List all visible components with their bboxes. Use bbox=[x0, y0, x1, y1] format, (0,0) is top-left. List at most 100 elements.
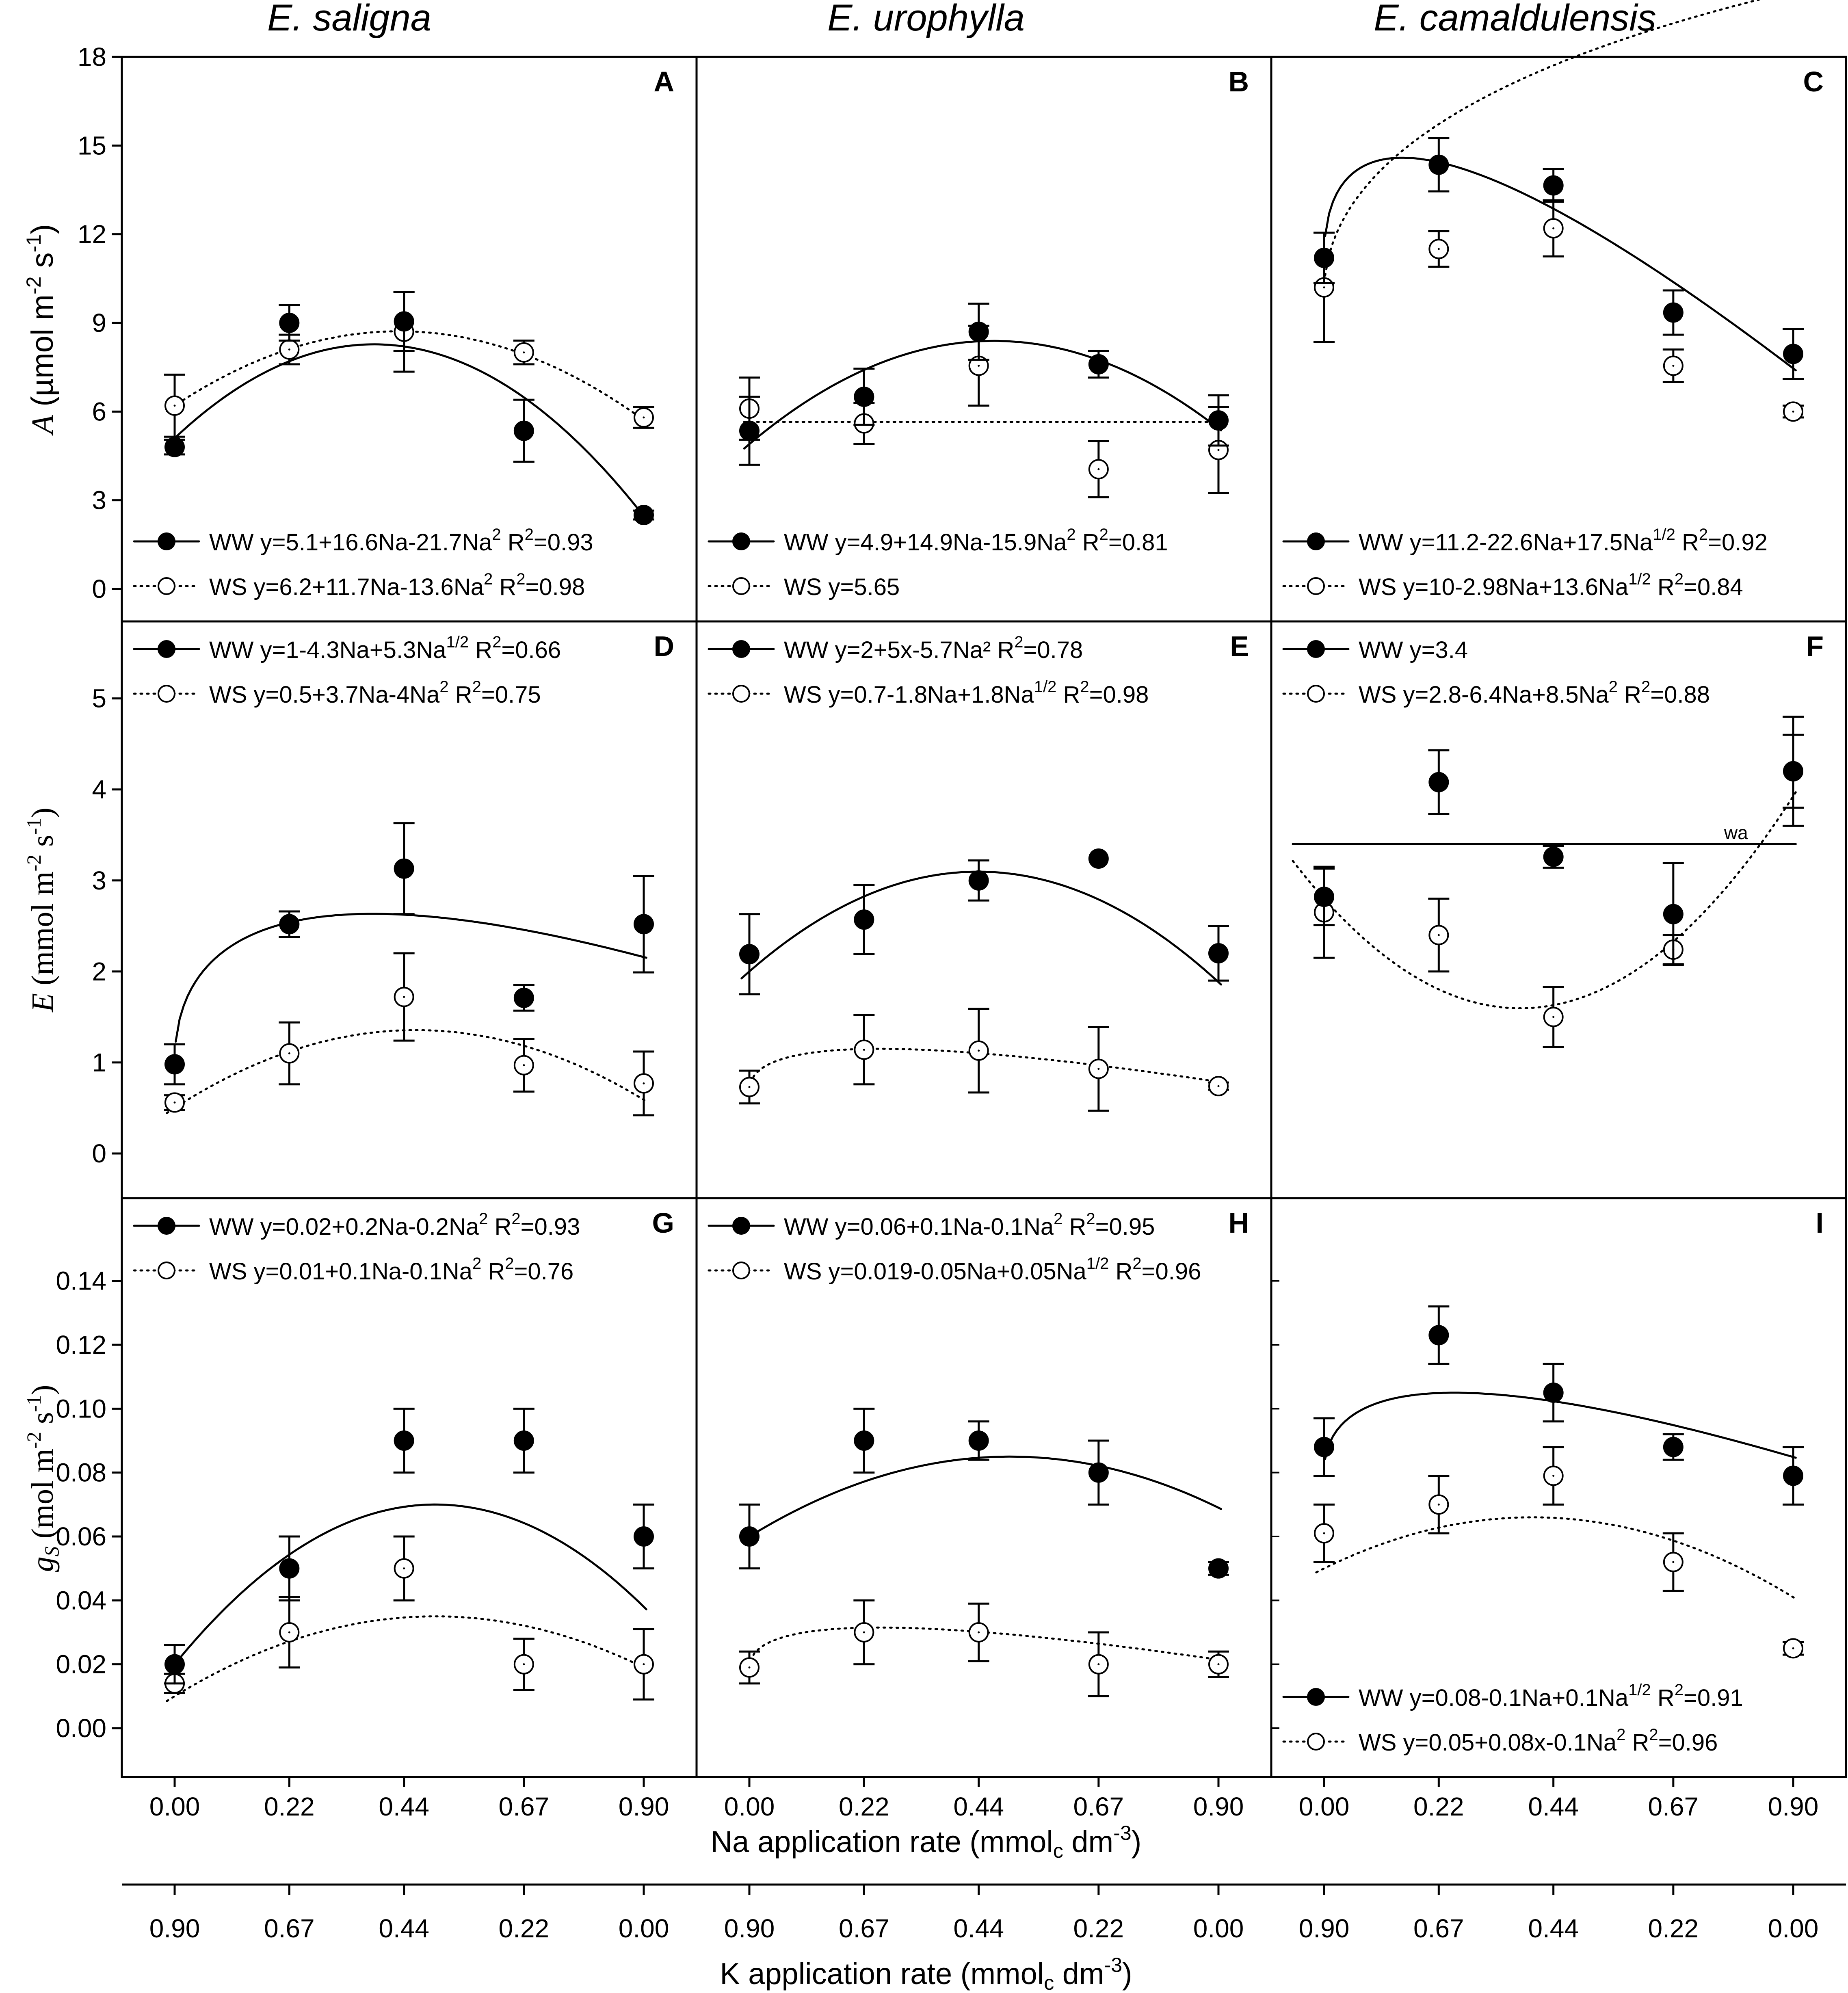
y-tick-label: 0.06 bbox=[56, 1522, 106, 1551]
k-x-tick-label: 0.44 bbox=[379, 1914, 429, 1943]
legend-ws-marker bbox=[732, 1262, 750, 1279]
legend-ww-equation: WW y=5.1+16.6Na-21.7Na2 R2=0.93 bbox=[209, 526, 593, 556]
ww-marker bbox=[1428, 1325, 1449, 1346]
legend-ww-r2-value: =0.78 bbox=[1024, 637, 1083, 663]
ww-marker bbox=[854, 909, 874, 930]
legend-ww-equation: WW y=4.9+14.9Na-15.9Na2 R2=0.81 bbox=[784, 526, 1168, 556]
ww-marker bbox=[634, 914, 654, 935]
ws-marker-center bbox=[523, 351, 525, 354]
ws-marker-center bbox=[1672, 365, 1675, 367]
ws-marker-center bbox=[288, 348, 290, 351]
legend-ww-marker bbox=[732, 640, 750, 658]
y-axis-title-e-text: E (mmol m-2 s-1) bbox=[22, 807, 60, 1012]
ww-marker bbox=[1428, 154, 1449, 175]
y-axis-title-gs-sup1: -2 bbox=[22, 1432, 45, 1449]
legend-ww-equation-main: WW y=2+5x-5.7Na² bbox=[784, 637, 991, 663]
ww-marker bbox=[279, 313, 300, 333]
ws-fit-line bbox=[166, 1615, 647, 1702]
ws-marker-center bbox=[1437, 934, 1440, 936]
panel-frame-r1-c2 bbox=[1270, 620, 1847, 1199]
legend-ww-marker bbox=[1307, 1688, 1325, 1706]
legend-ws-marker bbox=[158, 577, 175, 595]
legend-ww-marker bbox=[732, 532, 750, 550]
legend-ws-equation-main: WS y=5.65 bbox=[784, 574, 900, 600]
ww-marker bbox=[739, 1526, 760, 1547]
ws-marker-center bbox=[748, 1086, 751, 1088]
legend-ww-r-exponent: 2 bbox=[511, 1210, 520, 1228]
x-axis-title-na-close: ) bbox=[1132, 1825, 1142, 1859]
legend-ww-r-label: R bbox=[1062, 1214, 1086, 1240]
ws-fit-line bbox=[166, 330, 647, 423]
legend-ws-equation-main: WS y=10-2.98Na+13.6Na bbox=[1359, 574, 1629, 600]
ww-marker bbox=[1783, 761, 1803, 781]
legend-ws-equation-exponent: 2 bbox=[1609, 678, 1618, 696]
y-tick-label: 3 bbox=[92, 866, 106, 895]
ww-marker bbox=[1088, 1462, 1109, 1483]
legend-ws-equation: WS y=0.5+3.7Na-4Na2 R2=0.75 bbox=[209, 678, 541, 708]
k-x-tick-label: 0.22 bbox=[1073, 1914, 1124, 1943]
ww-marker bbox=[854, 1430, 874, 1451]
legend-ww-equation: WW y=0.06+0.1Na-0.1Na2 R2=0.95 bbox=[784, 1210, 1155, 1240]
legend-ws-equation-exponent: 2 bbox=[472, 1255, 481, 1272]
k-x-tick-label: 0.67 bbox=[264, 1914, 315, 1943]
legend-ww-marker bbox=[1307, 640, 1325, 658]
ww-marker bbox=[634, 1526, 654, 1547]
ws-fit-line bbox=[1292, 791, 1797, 1009]
legend-ws-r-label: R bbox=[493, 574, 516, 600]
ww-marker bbox=[513, 420, 534, 441]
legend-ws-r2-value: =0.96 bbox=[1142, 1258, 1201, 1285]
legend-ww-equation-main: WW y=0.08-0.1Na+0.1Na bbox=[1359, 1685, 1629, 1711]
x-axis-title-k-after: dm bbox=[1054, 1957, 1104, 1991]
y-axis-title-gs-close: ) bbox=[26, 1385, 60, 1395]
legend-ww-equation-exponent: 2 bbox=[492, 526, 501, 543]
na-x-tick-label: 0.67 bbox=[1648, 1792, 1699, 1821]
y-axis-title-e-var: E bbox=[26, 993, 60, 1012]
x-axis-title-na-main: Na application rate (mmol bbox=[711, 1825, 1053, 1859]
y-axis-title-gs: gS (mol m-2 s-1) bbox=[22, 1385, 63, 1572]
legend-ww-r-label: R bbox=[1675, 529, 1699, 556]
y-axis-title-gs-mid: s bbox=[26, 1412, 60, 1432]
legend-ws-r-label: R bbox=[481, 1258, 505, 1285]
y-tick-label: 0.08 bbox=[56, 1458, 106, 1487]
ww-marker bbox=[164, 1654, 185, 1675]
ww-marker bbox=[1208, 1558, 1229, 1579]
legend-ww-r-exponent: 2 bbox=[1014, 633, 1023, 651]
legend-ws-r2-value: =0.75 bbox=[481, 682, 541, 708]
ww-marker bbox=[739, 944, 760, 965]
ww-fit-line bbox=[1324, 1391, 1797, 1460]
y-axis-title-e: E (mmol m-2 s-1) bbox=[22, 807, 60, 1012]
ww-marker bbox=[968, 870, 989, 891]
y-tick-label: 18 bbox=[78, 42, 106, 71]
ws-fit-line bbox=[1315, 1516, 1797, 1600]
ws-fit-line bbox=[749, 1626, 1222, 1662]
y-tick-label: 9 bbox=[92, 308, 106, 338]
ws-marker-center bbox=[978, 1050, 980, 1052]
y-axis-title-a-mid: s bbox=[25, 252, 60, 276]
legend-ww-r-label: R bbox=[991, 637, 1014, 663]
legend-ww-equation-exponent: 2 bbox=[1067, 526, 1075, 543]
ww-marker bbox=[1208, 943, 1229, 964]
legend-ww-r2-value: =0.91 bbox=[1684, 1685, 1743, 1711]
ww-fit-line bbox=[175, 913, 647, 1043]
legend-ww-r-exponent: 2 bbox=[1675, 1681, 1684, 1699]
legend-ww-equation-exponent: 1/2 bbox=[446, 633, 469, 651]
legend-ww-equation-main: WW y=11.2-22.6Na+17.5Na bbox=[1359, 529, 1653, 556]
legend-ww-r-exponent: 2 bbox=[1699, 526, 1708, 543]
legend-ws-equation-exponent: 2 bbox=[439, 678, 448, 696]
y-axis-title-gs-sup2: -1 bbox=[22, 1395, 45, 1412]
y-axis-title-a-sup1: -2 bbox=[22, 276, 45, 294]
y-axis-title-gs-text: gS (mol m-2 s-1) bbox=[22, 1385, 63, 1572]
legend-ww-marker bbox=[732, 1217, 750, 1235]
y-tick-label: 0 bbox=[92, 1139, 106, 1168]
ww-marker bbox=[1428, 772, 1449, 792]
k-x-tick-label: 0.44 bbox=[953, 1914, 1004, 1943]
legend-ws-equation: WS y=10-2.98Na+13.6Na1/2 R2=0.84 bbox=[1359, 570, 1743, 600]
legend-ws-r2-value: =0.98 bbox=[1089, 682, 1149, 708]
y-tick-label: 4 bbox=[92, 775, 106, 804]
y-tick-label: 0.12 bbox=[56, 1330, 106, 1359]
